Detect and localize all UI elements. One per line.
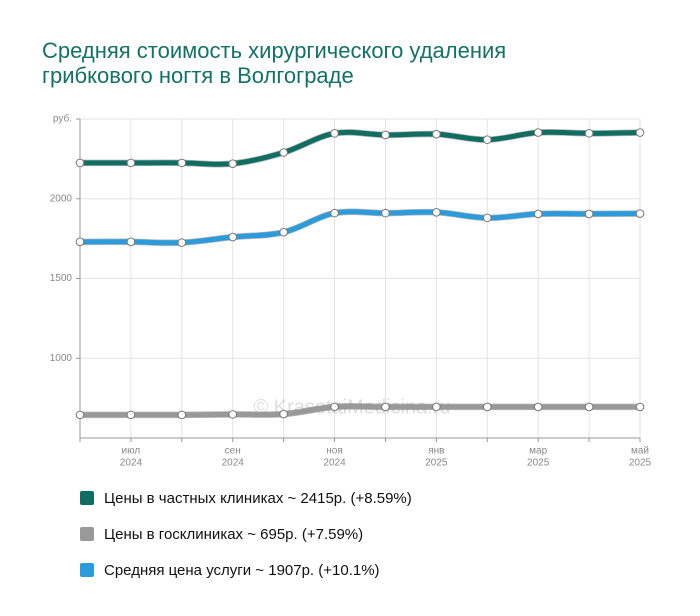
point <box>126 237 136 247</box>
point <box>584 402 594 412</box>
point <box>177 410 187 420</box>
point <box>381 402 390 412</box>
point <box>533 402 543 412</box>
point <box>584 129 594 138</box>
legend-label: Средняя цена услуги ~ 1907р. (+10.1%) <box>104 562 380 579</box>
point <box>482 213 492 223</box>
line <box>77 129 643 167</box>
x-tick-label: 2024 <box>120 458 143 469</box>
point <box>432 208 441 217</box>
point <box>228 410 238 419</box>
point <box>482 402 492 412</box>
point <box>482 135 492 145</box>
point <box>177 158 187 168</box>
legend-swatch <box>80 491 94 505</box>
point <box>330 129 339 138</box>
x-tick-label: мар <box>529 446 547 457</box>
line-outline <box>76 208 644 247</box>
y-tick-label: 1500 <box>50 273 73 284</box>
point <box>432 129 441 139</box>
point <box>533 128 543 137</box>
point <box>381 208 390 218</box>
point <box>533 209 543 219</box>
y-tick-label: 2000 <box>50 193 73 204</box>
point <box>330 402 339 412</box>
x-tick-label: 2025 <box>629 458 652 469</box>
x-tick-label: 2024 <box>323 458 346 469</box>
point <box>279 227 288 237</box>
legend-label: Цены в госклиниках ~ 695р. (+7.59%) <box>104 526 363 543</box>
point <box>228 159 238 168</box>
point <box>126 410 136 420</box>
chart-title: грибкового ногтя в Волгограде <box>42 63 354 88</box>
point <box>75 237 85 247</box>
point <box>330 208 339 218</box>
legend-swatch <box>80 527 94 541</box>
legend-label: Цены в частных клиниках ~ 2415р. (+8.59%… <box>104 490 412 507</box>
point <box>635 128 645 137</box>
point <box>279 148 288 157</box>
line-outline <box>76 128 644 168</box>
x-tick-label: 2024 <box>222 458 245 469</box>
point <box>279 409 288 419</box>
chart-title: Средняя стоимость хирургического удалени… <box>42 38 506 63</box>
x-tick-label: 2025 <box>425 458 448 469</box>
y-tick-label: руб. <box>53 113 72 125</box>
point <box>635 402 645 412</box>
point <box>75 158 85 168</box>
point <box>126 158 136 168</box>
point <box>228 232 238 242</box>
point <box>177 238 187 247</box>
point <box>584 209 594 219</box>
legend-swatch <box>80 563 94 577</box>
point <box>432 402 441 412</box>
x-tick-label: 2025 <box>527 458 550 469</box>
x-tick-label: янв <box>428 446 444 457</box>
x-tick-label: сен <box>225 446 241 457</box>
point <box>381 130 390 140</box>
point <box>75 410 85 420</box>
x-tick-label: май <box>631 446 649 457</box>
x-tick-label: ноя <box>326 446 343 457</box>
x-tick-label: июл <box>122 446 141 457</box>
point <box>635 209 645 218</box>
y-tick-label: 1000 <box>50 353 73 364</box>
